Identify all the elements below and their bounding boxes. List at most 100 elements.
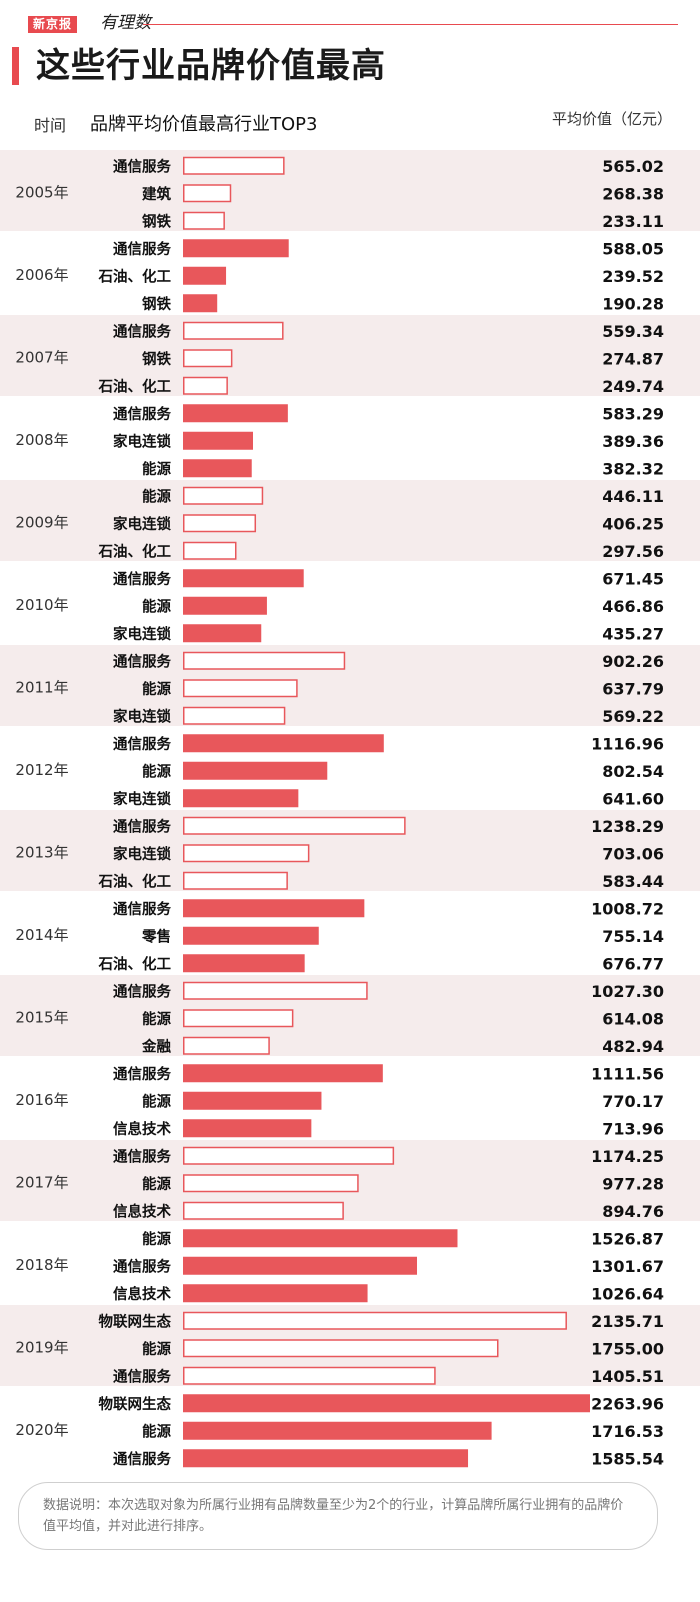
- value-label: 382.32: [602, 459, 664, 478]
- bar: [183, 1311, 567, 1330]
- bar: [183, 294, 218, 313]
- industry-label: 能源: [142, 597, 171, 615]
- year-label: 2010年: [15, 596, 68, 614]
- bar: [183, 1284, 368, 1303]
- value-label: 190.28: [602, 294, 664, 313]
- value-label: 268.38: [602, 184, 664, 203]
- bar: [183, 459, 252, 478]
- value-label: 583.44: [602, 872, 664, 891]
- brand-divider: [143, 24, 678, 25]
- bar: [183, 486, 264, 505]
- value-label: 1116.96: [591, 734, 664, 753]
- industry-label: 家电连锁: [113, 790, 171, 808]
- year-label: 2014年: [15, 926, 68, 944]
- value-label: 233.11: [602, 212, 664, 231]
- value-label: 755.14: [602, 927, 664, 946]
- industry-label: 信息技术: [113, 1202, 171, 1220]
- year-label: 2006年: [15, 266, 68, 284]
- bar: [183, 239, 289, 258]
- industry-label: 金融: [141, 1037, 171, 1055]
- bar: [183, 266, 227, 285]
- bar: [183, 1449, 469, 1468]
- industry-label: 信息技术: [113, 1285, 171, 1303]
- industry-label: 能源: [142, 487, 171, 505]
- industry-label: 通信服务: [113, 1450, 171, 1468]
- industry-label: 钢铁: [142, 350, 171, 368]
- bar: [183, 404, 288, 423]
- value-label: 274.87: [602, 349, 664, 368]
- value-label: 569.22: [602, 707, 664, 726]
- bar: [183, 789, 299, 808]
- bar: [183, 156, 285, 175]
- industry-label: 石油、化工: [98, 872, 172, 890]
- year-label: 2018年: [15, 1256, 68, 1274]
- industry-label: 能源: [142, 1422, 171, 1440]
- bar: [183, 1201, 344, 1220]
- industry-label: 石油、化工: [98, 377, 172, 395]
- bar: [183, 651, 346, 670]
- bar: [183, 1421, 492, 1440]
- bar: [183, 431, 253, 450]
- value-label: 1716.53: [591, 1422, 664, 1441]
- value-label: 641.60: [602, 789, 664, 808]
- industry-label: 石油、化工: [98, 955, 172, 973]
- value-label: 703.06: [602, 844, 664, 863]
- year-label: 2007年: [15, 348, 68, 366]
- industry-label: 零售: [141, 927, 171, 945]
- value-label: 1755.00: [591, 1339, 664, 1358]
- value-label: 802.54: [602, 762, 664, 781]
- value-label: 1111.56: [591, 1064, 664, 1083]
- value-label: 446.11: [602, 487, 664, 506]
- value-label: 1008.72: [591, 899, 664, 918]
- time-column-label: 时间: [34, 116, 67, 135]
- industry-label: 通信服务: [113, 1257, 171, 1275]
- value-label: 894.76: [602, 1202, 664, 1221]
- industry-label: 通信服务: [113, 240, 171, 258]
- value-label: 902.26: [602, 652, 664, 671]
- bar: [183, 706, 286, 725]
- value-label: 1027.30: [591, 982, 664, 1001]
- year-label: 2008年: [15, 431, 68, 449]
- industry-label: 信息技术: [113, 1120, 171, 1138]
- value-label: 2135.71: [591, 1312, 664, 1331]
- industry-label: 通信服务: [113, 1065, 171, 1083]
- year-label: 2020年: [15, 1421, 68, 1439]
- bar: [183, 1366, 436, 1385]
- industry-label: 通信服务: [113, 652, 171, 670]
- bar: [183, 954, 305, 973]
- group-band: [0, 645, 700, 728]
- value-label: 482.94: [602, 1037, 664, 1056]
- bar: [183, 1091, 322, 1110]
- bar: [183, 899, 365, 918]
- industry-label: 能源: [142, 1175, 171, 1193]
- industry-label: 通信服务: [113, 322, 171, 340]
- year-label: 2013年: [15, 843, 68, 861]
- industry-label: 通信服务: [113, 405, 171, 423]
- bar: [183, 211, 225, 230]
- value-label: 466.86: [602, 597, 664, 616]
- bar: [183, 844, 310, 863]
- year-label: 2009年: [15, 513, 68, 531]
- industry-label: 通信服务: [113, 735, 171, 753]
- industry-label: 家电连锁: [113, 707, 171, 725]
- bar: [183, 1009, 294, 1028]
- bar: [183, 926, 319, 945]
- bar: [183, 596, 267, 615]
- bar: [183, 734, 384, 753]
- industry-label: 能源: [142, 680, 171, 698]
- page-title: 这些行业品牌价值最高: [36, 46, 386, 86]
- industry-label: 钢铁: [142, 295, 171, 313]
- year-label: 2005年: [15, 183, 68, 201]
- group-band: [0, 315, 700, 398]
- industry-label: 能源: [142, 1010, 171, 1028]
- year-label: 2019年: [15, 1338, 68, 1356]
- value-label: 614.08: [602, 1009, 664, 1028]
- year-label: 2012年: [15, 761, 68, 779]
- industry-label: 通信服务: [113, 1367, 171, 1385]
- value-label: 1026.64: [591, 1284, 664, 1303]
- value-label: 559.34: [602, 322, 664, 341]
- bar: [183, 321, 284, 340]
- value-label: 565.02: [602, 157, 664, 176]
- value-label: 1238.29: [591, 817, 664, 836]
